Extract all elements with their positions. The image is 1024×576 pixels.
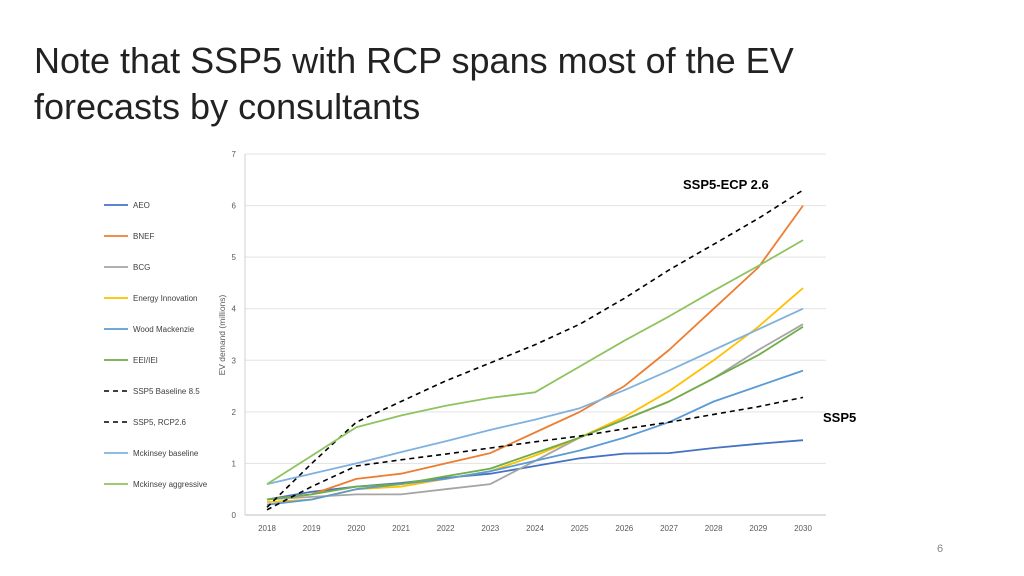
y-tick-label: 5 xyxy=(232,253,237,262)
y-tick-label: 7 xyxy=(232,150,237,159)
legend-label: AEO xyxy=(133,201,150,210)
slide-title: Note that SSP5 with RCP spans most of th… xyxy=(34,40,794,127)
series-line-energy-innovation xyxy=(266,287,804,503)
legend-label: Wood Mackenzie xyxy=(133,325,195,334)
x-tick-label: 2026 xyxy=(615,524,633,533)
y-tick-label: 3 xyxy=(232,356,237,365)
series-lines xyxy=(266,189,804,511)
legend-label: Mckinsey baseline xyxy=(133,449,199,458)
annotation-ssp5: SSP5 xyxy=(823,410,856,425)
y-axis-title: EV demand (millions) xyxy=(217,294,227,375)
x-tick-label: 2027 xyxy=(660,524,678,533)
x-tick-label: 2018 xyxy=(258,524,276,533)
series-line-mckinsey-aggressive xyxy=(266,239,804,485)
legend-label: Mckinsey aggressive xyxy=(133,480,208,489)
series-line-bnef xyxy=(266,205,804,501)
series-line-wood-mackenzie xyxy=(266,369,804,506)
x-tick-label: 2022 xyxy=(437,524,455,533)
page-number: 6 xyxy=(936,543,944,555)
annotation-ssp5-ecp: SSP5-ECP 2.6 xyxy=(683,177,769,192)
legend-label: BCG xyxy=(133,263,150,272)
axes: 0 1 2 3 4 5 6 7 2018 2019 2020 2021 2022 2023 2024 2025… xyxy=(217,150,812,533)
series-line-ssp5-rcp2-6 xyxy=(266,396,804,511)
x-tick-label: 2030 xyxy=(794,524,812,533)
x-tick-label: 2021 xyxy=(392,524,410,533)
legend-label: SSP5, RCP2.6 xyxy=(133,418,186,427)
y-tick-label: 0 xyxy=(232,511,237,520)
x-tick-label: 2019 xyxy=(303,524,321,533)
series-line-ssp5-baseline-8-5 xyxy=(266,189,804,508)
annotations: SSP5-ECP 2.6 SSP5 xyxy=(683,177,856,425)
y-tick-label: 4 xyxy=(232,305,237,314)
gridlines xyxy=(245,153,826,516)
x-tick-label: 2020 xyxy=(347,524,365,533)
y-tick-label: 2 xyxy=(232,408,237,417)
legend: AEO BNEF BCG Energy Innovation Wood Mackenzi… xyxy=(104,201,208,489)
y-tick-label: 1 xyxy=(232,459,237,468)
x-tick-label: 2023 xyxy=(481,524,499,533)
x-tick-label: 2024 xyxy=(526,524,544,533)
series-line-mckinsey-baseline xyxy=(266,307,804,485)
legend-label: EEI/IEI xyxy=(133,356,158,365)
x-tick-label: 2025 xyxy=(571,524,589,533)
legend-label: Energy Innovation xyxy=(133,294,198,303)
x-tick-label: 2028 xyxy=(705,524,723,533)
legend-label: BNEF xyxy=(133,232,154,241)
legend-label: SSP5 Baseline 8.5 xyxy=(133,387,200,396)
series-line-eei-iei xyxy=(266,326,804,501)
y-tick-label: 6 xyxy=(232,202,237,211)
x-tick-label: 2029 xyxy=(749,524,767,533)
